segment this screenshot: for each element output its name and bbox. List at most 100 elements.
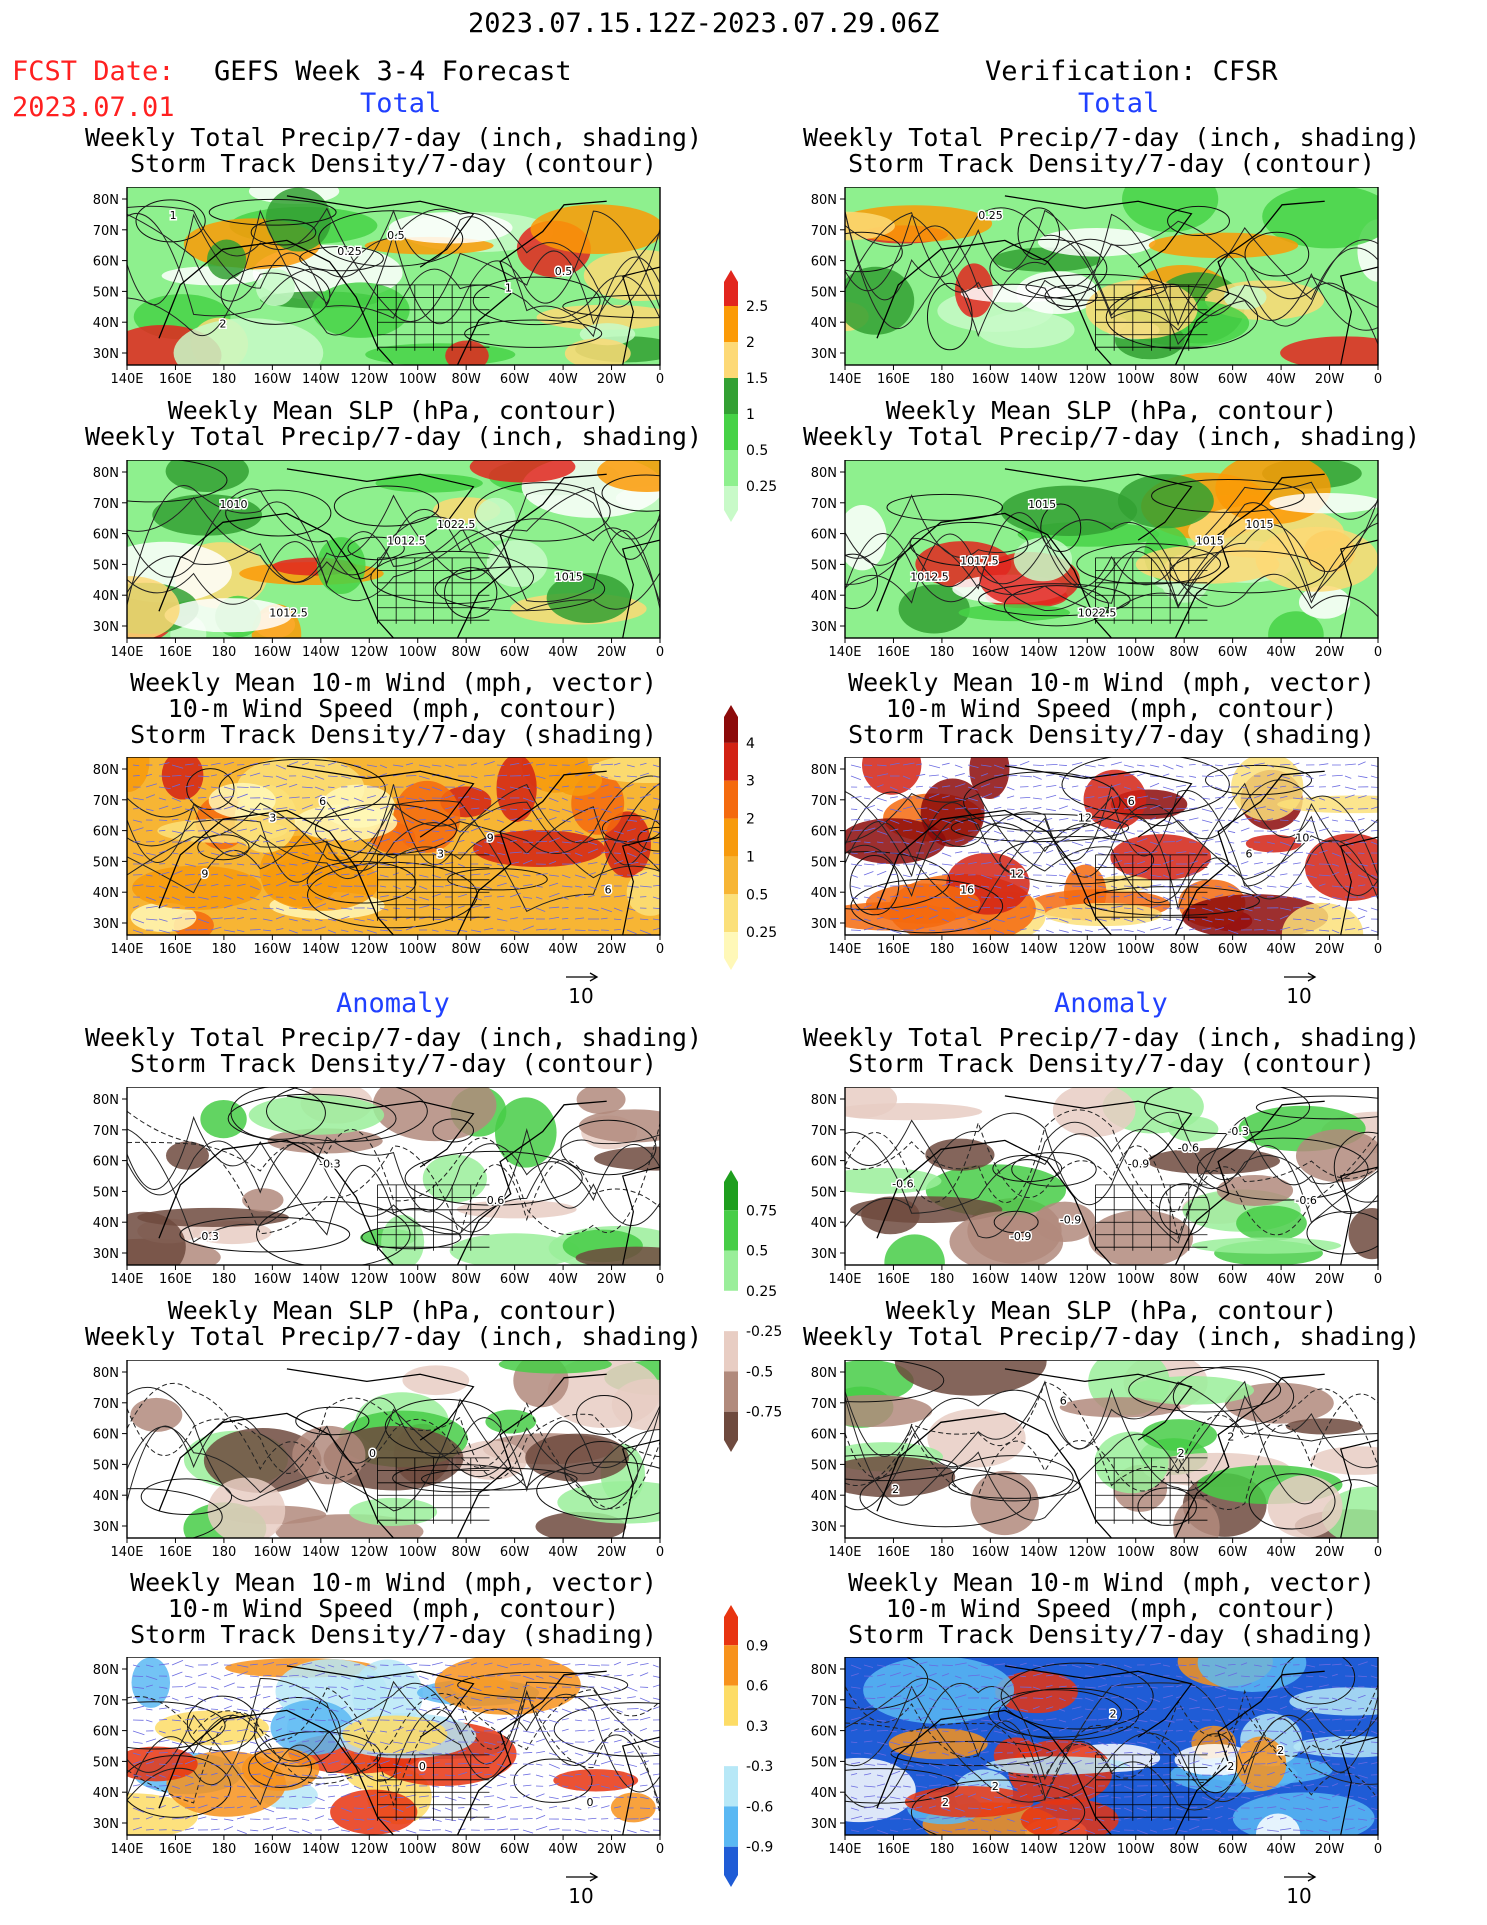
shading-blob [137, 1207, 289, 1227]
wind-vector [210, 841, 223, 844]
wind-vector [470, 1697, 482, 1702]
wind-vector [171, 1660, 184, 1666]
contour-line [464, 319, 603, 348]
lon-tick-label: 40W [548, 1842, 578, 1857]
wind-vector [850, 1752, 861, 1755]
wind-vector [1019, 928, 1027, 931]
lon-tick-label: 140W [1020, 1545, 1058, 1560]
wind-vector [210, 774, 217, 777]
wind-vector [587, 894, 595, 898]
wind-vector [262, 1695, 271, 1699]
wind-vector [980, 874, 993, 880]
vector-reference-arrow [589, 972, 599, 982]
wind-vector [1110, 1664, 1118, 1668]
wind-vector [1266, 850, 1274, 854]
wind-vector [275, 764, 287, 770]
wind-vector [392, 1726, 404, 1732]
wind-vector [967, 1708, 978, 1711]
wind-vector [444, 1727, 454, 1732]
contour-line [1105, 285, 1259, 350]
wind-vector [967, 885, 980, 889]
wind-vector [132, 775, 140, 777]
wind-vector [184, 819, 191, 822]
wind-vector [1162, 874, 1170, 878]
wind-vector [1240, 1773, 1248, 1776]
wind-vector [509, 1752, 520, 1755]
wind-vector [1058, 883, 1067, 887]
wind-vector [223, 772, 233, 777]
lon-tick-label: 180 [211, 372, 236, 387]
wind-vector [379, 1804, 389, 1809]
wind-vector [314, 1664, 326, 1669]
wind-vector [1201, 838, 1214, 843]
shading-blob [365, 343, 516, 365]
wind-vector [600, 917, 608, 920]
wind-vector [1227, 1672, 1238, 1677]
wind-vector [145, 1761, 155, 1765]
wind-vector [210, 1716, 219, 1721]
shading-blob [311, 282, 410, 338]
wind-vector [600, 784, 609, 788]
wind-vector [1331, 917, 1341, 920]
wind-vector [1266, 874, 1275, 878]
wind-vector [353, 1752, 361, 1755]
lat-tick-label: 30N [811, 1817, 837, 1832]
wind-vector [1279, 1785, 1291, 1789]
wind-vector [1162, 885, 1174, 889]
wind-vector [236, 1708, 248, 1712]
wind-vector [1292, 1730, 1303, 1733]
wind-vector [1240, 1675, 1250, 1678]
wind-vector [1097, 1795, 1109, 1798]
wind-vector [915, 1827, 925, 1831]
wind-vector [236, 874, 248, 877]
wind-vector [1292, 918, 1302, 921]
wind-vector [1006, 896, 1014, 899]
wind-vector [889, 1785, 902, 1788]
wind-vector [1253, 861, 1263, 865]
left-column-title: GEFS Week 3-4 Forecast [214, 56, 572, 87]
wind-vector [301, 1818, 310, 1821]
wind-vector [171, 1741, 182, 1746]
wind-vector [967, 928, 975, 931]
wind-vector [1201, 1828, 1213, 1831]
wind-vector [993, 774, 1004, 777]
wind-vector [1058, 1675, 1069, 1680]
wind-vector [1123, 817, 1134, 821]
wind-vector [1045, 763, 1058, 766]
wind-vector [1279, 795, 1288, 799]
colorbar-label: 2.5 [746, 299, 768, 315]
wind-vector [941, 775, 949, 779]
wind-vector [535, 1814, 546, 1820]
wind-vector [1162, 1706, 1171, 1710]
panel-title-line: Weekly Total Precip/7-day (inch, shading… [802, 422, 1421, 451]
wind-vector [223, 1806, 235, 1809]
wind-vector [236, 1671, 248, 1677]
wind-vector [1292, 896, 1303, 900]
wind-vector [1214, 1664, 1227, 1669]
wind-vector [288, 1807, 299, 1810]
wind-vector [145, 852, 156, 856]
wind-vector [915, 818, 928, 821]
wind-vector [561, 885, 573, 888]
wind-vector [587, 1664, 600, 1667]
wind-vector [1357, 1825, 1367, 1831]
contour-label: 2 [1277, 1744, 1284, 1757]
wind-vector [522, 907, 531, 910]
shading-blob [865, 883, 981, 924]
shading-blob [884, 1234, 945, 1265]
lat-tick-label: 30N [93, 1817, 119, 1832]
contour-label: 9 [487, 831, 494, 844]
wind-vector [275, 817, 287, 821]
wind-vector [262, 1760, 273, 1765]
contour-line [845, 1360, 945, 1403]
wind-vector [379, 784, 388, 788]
wind-vector [548, 1740, 561, 1743]
wind-vector [1032, 1706, 1040, 1710]
wind-vector [145, 1675, 158, 1681]
wind-vector [1175, 775, 1184, 778]
wind-vector [1006, 1730, 1018, 1736]
colorbar-segment [724, 705, 738, 743]
vector-reference-label: 10 [1286, 984, 1311, 1008]
wind-vector [1136, 807, 1147, 810]
